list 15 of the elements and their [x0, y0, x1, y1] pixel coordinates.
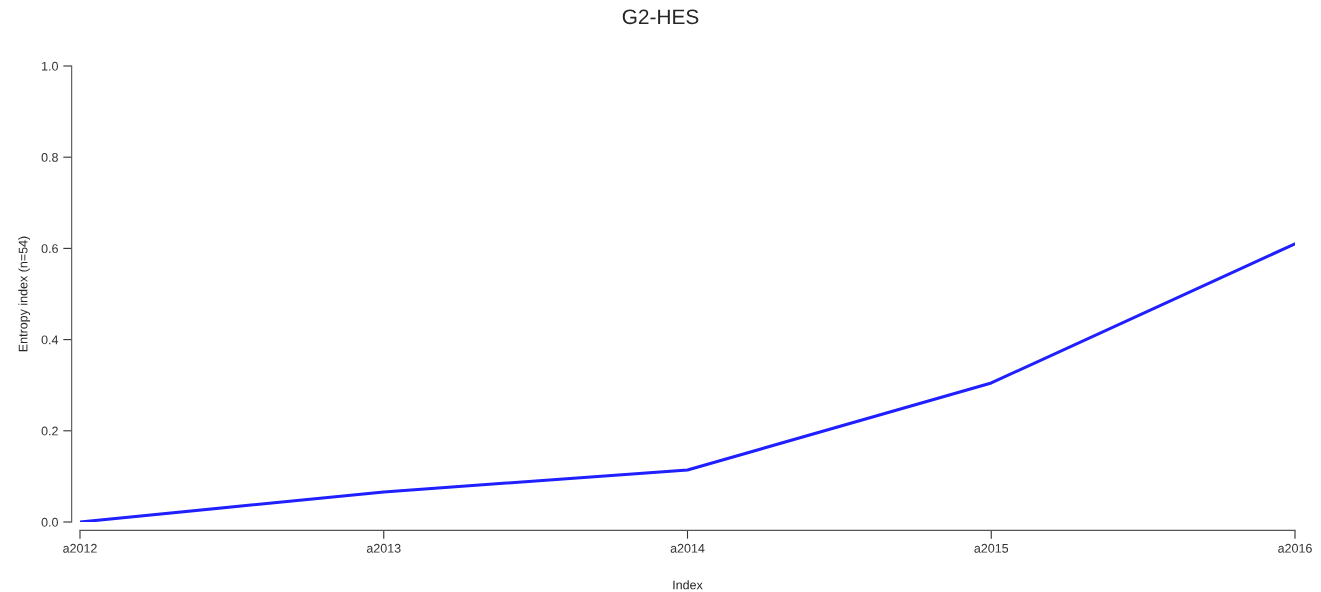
line-series — [80, 242, 1295, 522]
x-tick-label: a2014 — [670, 543, 705, 553]
y-tick-label: 1.0 — [42, 61, 58, 71]
x-tick-label: a2016 — [1278, 543, 1312, 553]
y-tick-label: 0.6 — [41, 244, 58, 254]
y-tick-label: 0.0 — [41, 517, 58, 527]
x-tick-label: a2015 — [974, 543, 1009, 553]
x-axis-title: Index — [673, 580, 703, 590]
x-tick-label: a2012 — [63, 543, 97, 553]
x-tick-label: a2013 — [366, 543, 401, 553]
y-tick-label: 0.8 — [41, 153, 58, 162]
y-axis-title: Entropy index (n=54) — [18, 236, 30, 352]
y-tick-label: 0.4 — [41, 335, 59, 345]
chart-title: G2-HES — [622, 9, 699, 25]
y-tick-label: 0.2 — [41, 426, 58, 436]
